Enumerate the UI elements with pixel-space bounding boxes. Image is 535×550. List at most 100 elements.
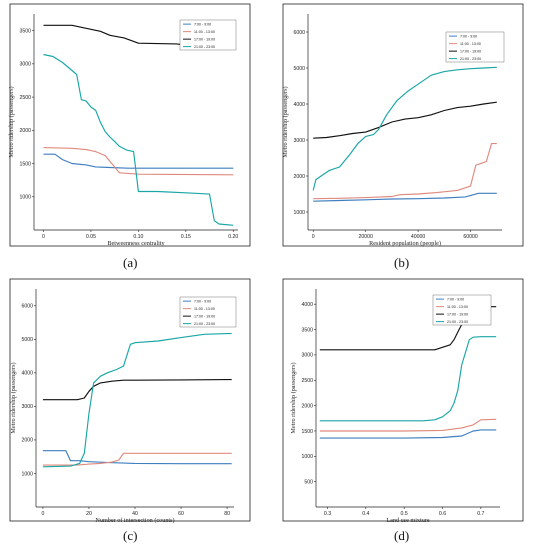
- chart-panel-b: 1000 2000 3000 4000 5000 6000 0 20000 40000 60000…: [273, 0, 535, 275]
- legend-label: 7:00 - 9:00: [194, 299, 211, 303]
- legend-box: [179, 296, 237, 328]
- panel-letter-c: (c): [123, 528, 138, 543]
- x-tick-label: 40: [132, 511, 138, 517]
- chart-svg-d: 500 1000 1500 2000 2500 3000 3500 4000 0.3 0.4 0.5…: [282, 278, 524, 524]
- legend-label: 21:00 - 23:00: [460, 57, 481, 61]
- y-tick-label: 3000: [21, 404, 33, 410]
- x-tick-label: 0.4: [362, 511, 369, 517]
- legend-box: [445, 31, 505, 63]
- y-tick-label: 3000: [293, 138, 305, 144]
- y-axis-label: Metro ridership (passengers): [282, 86, 289, 157]
- panel-frame: [9, 278, 251, 522]
- x-tick-label: 0.05: [86, 234, 96, 240]
- y-axis-label: Metro ridership (passengers): [290, 362, 297, 433]
- y-tick-label: 1000: [301, 454, 313, 460]
- series-line: [312, 66, 497, 191]
- y-tick-label: 4000: [21, 371, 33, 377]
- panel-letter-d: (d): [394, 528, 410, 543]
- x-tick-label: 0.20: [228, 234, 238, 240]
- panel-letter-b: (b): [394, 255, 410, 270]
- x-tick-label: 0: [42, 234, 45, 240]
- legend-label: 7:00 - 9:00: [194, 22, 211, 26]
- series-line: [42, 452, 232, 466]
- series-line: [319, 336, 497, 422]
- chart-panel-d: 500 1000 1500 2000 2500 3000 3500 4000 0.3 0.4 0.5…: [273, 275, 535, 550]
- x-tick-label: 0.10: [133, 234, 143, 240]
- panel-frame: [9, 3, 251, 247]
- legend-label: 11:00 - 13:00: [194, 307, 215, 311]
- legend-label: 17:00 - 19:00: [460, 49, 481, 53]
- y-axis-label: Metro ridership (passengers): [10, 362, 17, 433]
- legend-label: 7:00 - 9:00: [447, 297, 464, 301]
- legend-label: 17:00 - 19:00: [194, 314, 215, 318]
- x-tick-label: 0.3: [324, 511, 331, 517]
- series-line: [43, 153, 234, 169]
- y-tick-label: 1500: [19, 161, 31, 167]
- y-tick-label: 5000: [293, 66, 305, 72]
- series-line: [42, 333, 232, 468]
- series-line: [313, 143, 497, 200]
- chart-panel-c: 1000 2000 3000 4000 5000 6000 0 20 40 60 80 Number …: [0, 275, 262, 550]
- y-tick-label: 1000: [293, 210, 305, 216]
- legend-label: 11:00 - 13:00: [447, 305, 468, 309]
- x-tick-label: 60: [178, 511, 184, 517]
- legend-label: 7:00 - 9:00: [460, 34, 477, 38]
- y-tick-label: 2500: [19, 95, 31, 101]
- x-axis-label: Number of intersection (counts): [95, 517, 174, 524]
- y-tick-label: 6000: [21, 304, 33, 310]
- y-tick-label: 3000: [19, 62, 31, 68]
- x-axis-label: Betweenness centrality: [107, 240, 165, 247]
- x-tick-label: 0.5: [401, 511, 408, 517]
- y-tick-label: 3500: [301, 327, 313, 333]
- x-axis-label: Land use mixture: [386, 517, 430, 524]
- panel-letter-a: (a): [123, 255, 138, 270]
- series-line: [42, 450, 232, 465]
- series-line: [319, 429, 497, 439]
- y-tick-label: 4000: [301, 302, 313, 308]
- legend-label: 21:00 - 23:00: [447, 320, 468, 324]
- legend-label: 11:00 - 13:00: [194, 30, 215, 34]
- series-line: [319, 418, 497, 432]
- x-tick-label: 20: [86, 511, 92, 517]
- legend-label: 17:00 - 19:00: [194, 37, 215, 41]
- y-tick-label: 2000: [21, 438, 33, 444]
- y-tick-label: 500: [304, 479, 313, 485]
- series-line: [43, 147, 234, 176]
- x-tick-label: 40000: [411, 234, 426, 240]
- x-tick-label: 0.7: [477, 511, 484, 517]
- legend-label: 21:00 - 23:00: [194, 45, 215, 49]
- x-tick-label: 0.6: [439, 511, 446, 517]
- series-line: [313, 101, 497, 139]
- y-tick-label: 1000: [21, 471, 33, 477]
- legend-label: 17:00 - 19:00: [447, 312, 468, 316]
- legend-label: 21:00 - 23:00: [194, 322, 215, 326]
- y-tick-label: 2000: [293, 174, 305, 180]
- y-tick-label: 1500: [301, 429, 313, 435]
- y-tick-label: 5000: [21, 337, 33, 343]
- chart-svg-c: 1000 2000 3000 4000 5000 6000 0 20 40 60 80 Number …: [9, 278, 251, 524]
- y-tick-label: 3000: [301, 353, 313, 359]
- series-line: [42, 379, 232, 401]
- series-line: [313, 192, 497, 202]
- y-tick-label: 2500: [301, 378, 313, 384]
- x-tick-label: 0.15: [181, 234, 191, 240]
- y-tick-label: 2000: [301, 403, 313, 409]
- panel-frame: [282, 278, 524, 522]
- x-tick-label: 0: [41, 511, 44, 517]
- legend-box: [179, 19, 237, 51]
- x-tick-label: 60000: [463, 234, 478, 240]
- x-tick-label: 80: [224, 511, 230, 517]
- x-tick-label: 0: [312, 234, 315, 240]
- y-tick-label: 4000: [293, 102, 305, 108]
- chart-panel-a: 1000 1500 2000 2500 3000 3500 0 0.05 0.10 0.15 0.2…: [0, 0, 262, 275]
- y-tick-label: 2000: [19, 128, 31, 134]
- series-line: [43, 53, 234, 226]
- legend-label: 11:00 - 13:00: [460, 42, 481, 46]
- x-tick-label: 20000: [358, 234, 373, 240]
- panel-frame: [282, 3, 524, 247]
- y-tick-label: 1000: [19, 195, 31, 201]
- y-axis-label: Metro ridership (passengers): [8, 86, 15, 157]
- y-tick-label: 3500: [19, 28, 31, 34]
- chart-svg-a: 1000 1500 2000 2500 3000 3500 0 0.05 0.10 0.15 0.2…: [8, 3, 251, 247]
